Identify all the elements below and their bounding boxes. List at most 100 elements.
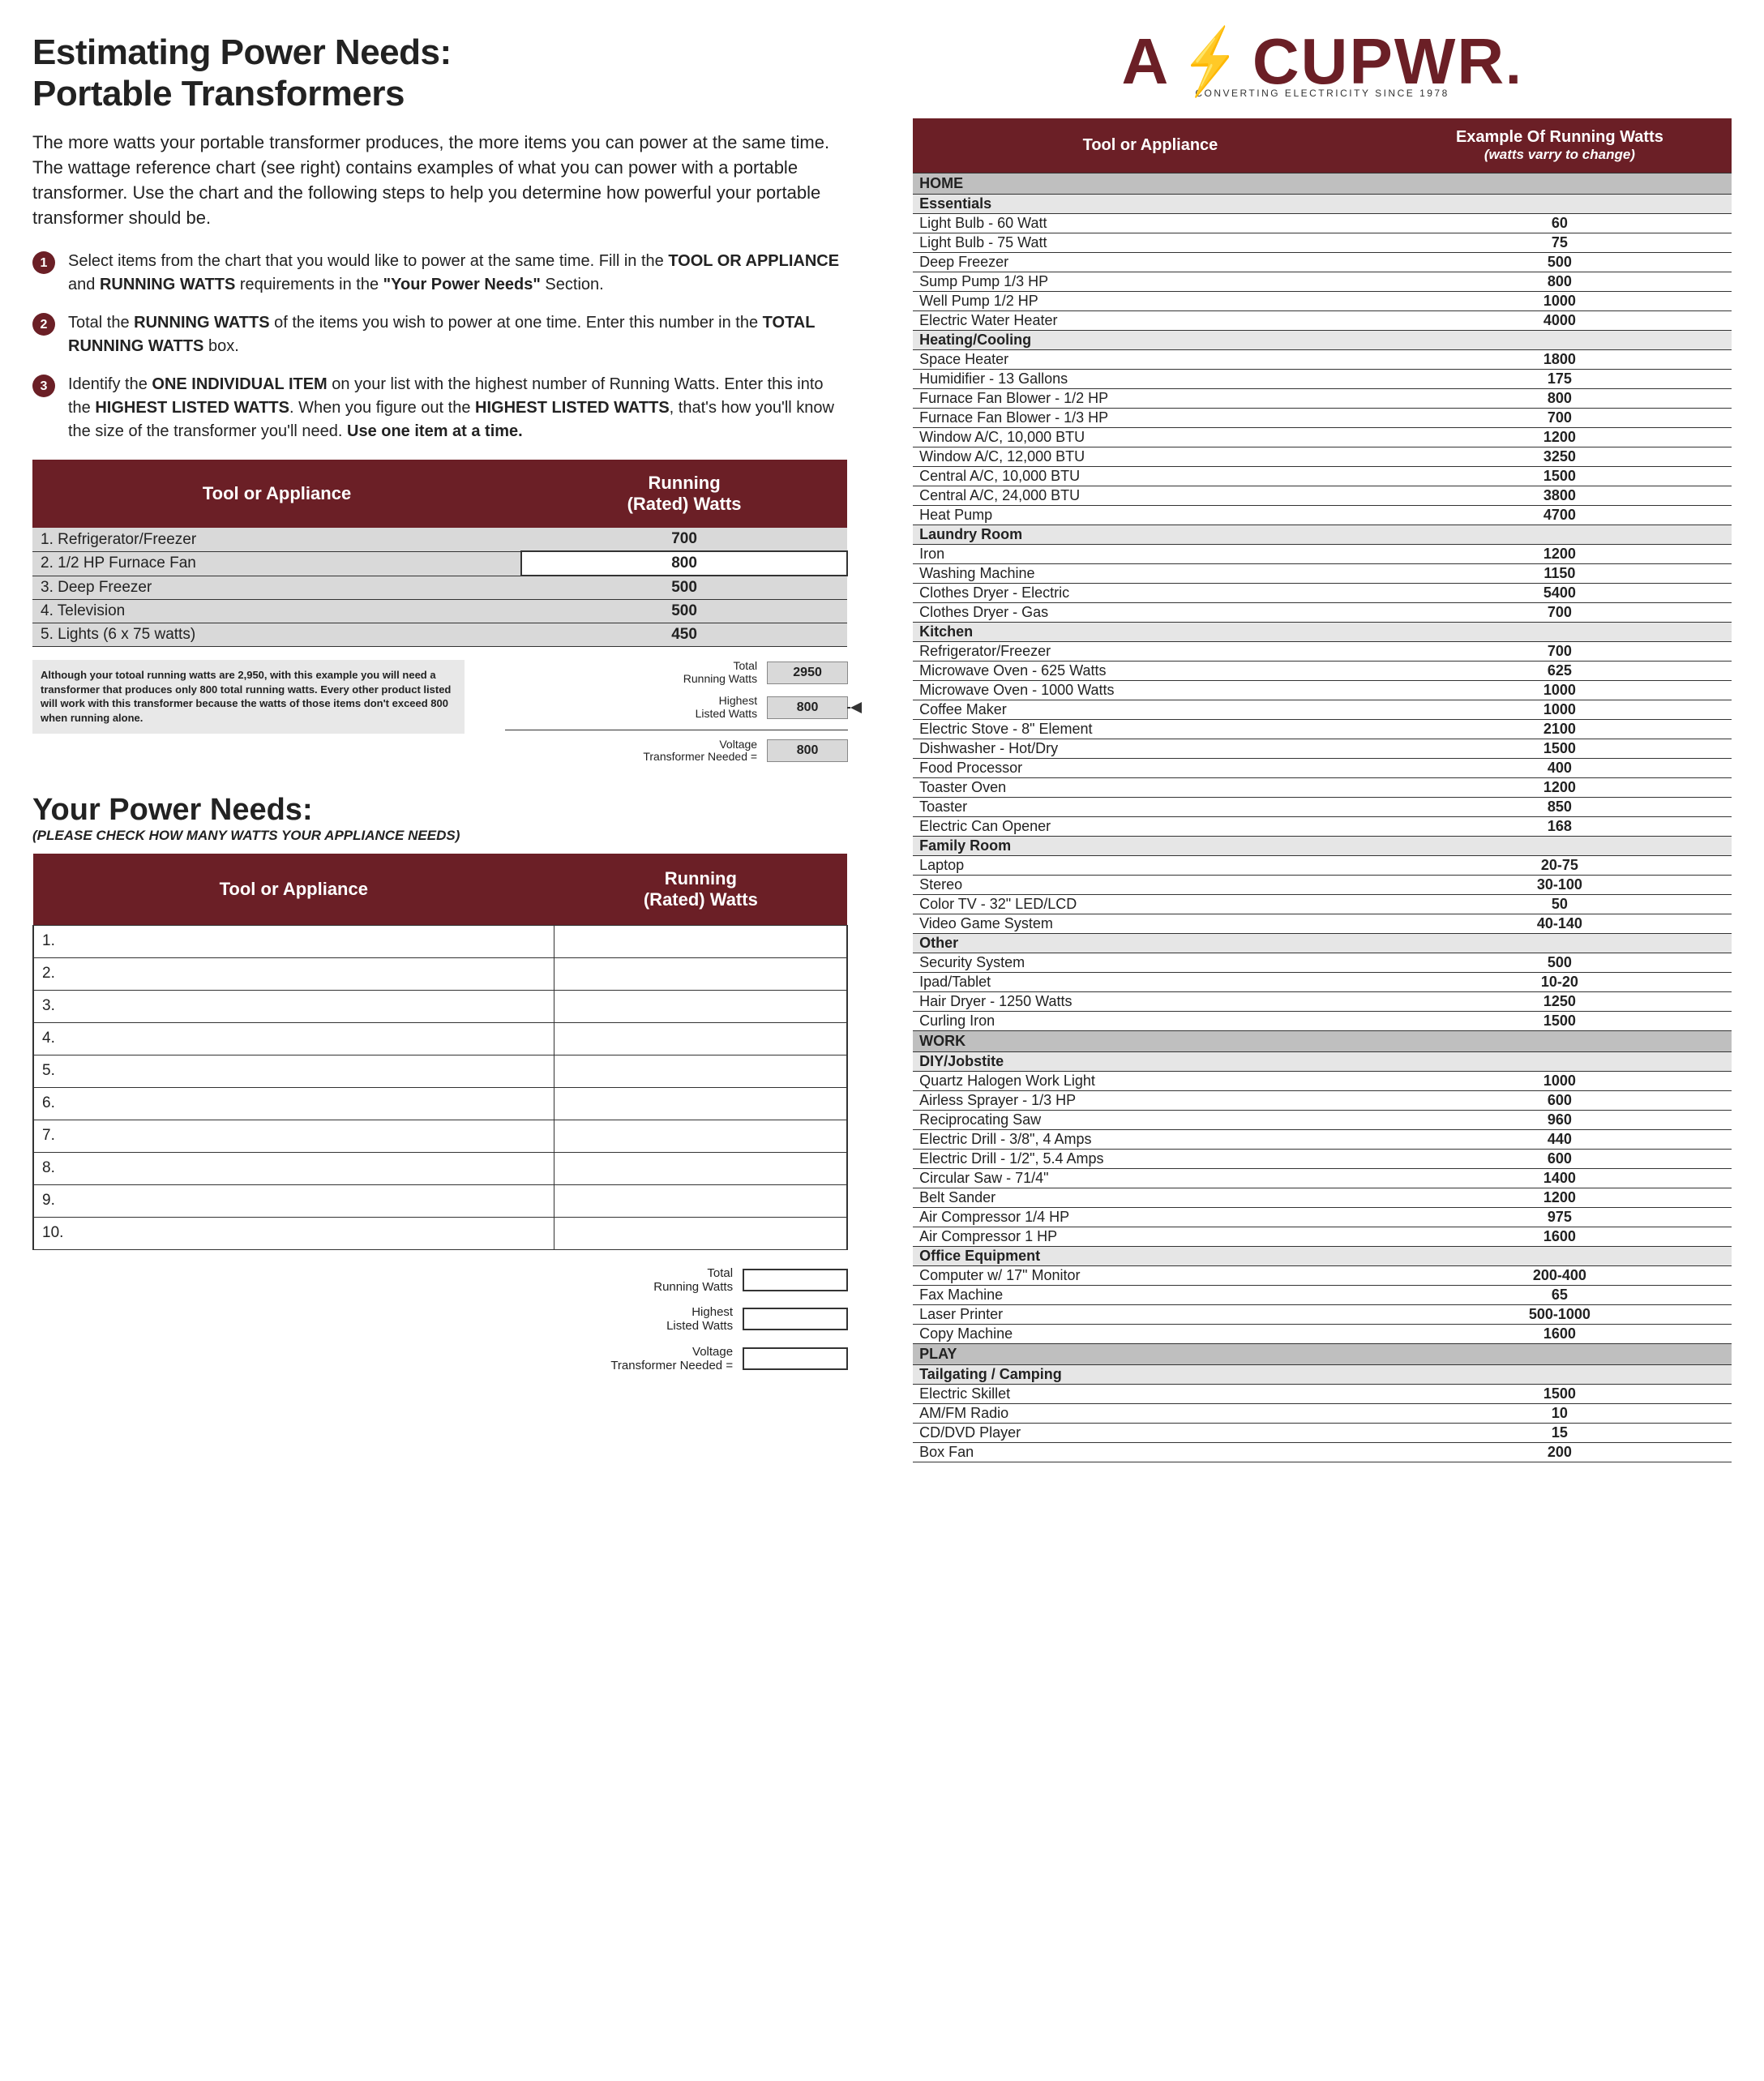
example-cell-label: 1. Refrigerator/Freezer bbox=[32, 528, 521, 551]
needs-row: 3. bbox=[33, 990, 847, 1022]
needs-totals-box[interactable] bbox=[743, 1269, 848, 1291]
subcategory-row: DIY/Jobstite bbox=[913, 1052, 1732, 1072]
data-cell-watts: 1000 bbox=[1388, 681, 1732, 700]
example-cell-label: 4. Television bbox=[32, 600, 521, 623]
step-item: 3Identify the ONE INDIVIDUAL ITEM on you… bbox=[32, 373, 848, 443]
needs-header-row: Tool or Appliance Running(Rated) Watts bbox=[33, 854, 847, 926]
data-row: Stereo30-100 bbox=[913, 876, 1732, 895]
data-cell-label: Stereo bbox=[913, 876, 1388, 895]
data-row: Curling Iron1500 bbox=[913, 1012, 1732, 1031]
example-cell-label: 5. Lights (6 x 75 watts) bbox=[32, 623, 521, 647]
needs-cell-label[interactable]: 3. bbox=[33, 990, 554, 1022]
data-cell-label: Quartz Halogen Work Light bbox=[913, 1072, 1388, 1091]
needs-cell-watts[interactable] bbox=[554, 957, 847, 990]
example-cell-watts: 500 bbox=[521, 576, 847, 600]
needs-cell-watts[interactable] bbox=[554, 925, 847, 957]
data-cell-watts: 10 bbox=[1388, 1404, 1732, 1424]
data-row: Electric Can Opener168 bbox=[913, 817, 1732, 837]
data-cell-watts: 1200 bbox=[1388, 1188, 1732, 1208]
needs-cell-watts[interactable] bbox=[554, 1055, 847, 1087]
data-cell-label: Window A/C, 10,000 BTU bbox=[913, 428, 1388, 447]
data-row: Fax Machine65 bbox=[913, 1286, 1732, 1305]
data-cell-watts: 20-75 bbox=[1388, 856, 1732, 876]
data-cell-label: Security System bbox=[913, 953, 1388, 973]
needs-cell-watts[interactable] bbox=[554, 1087, 847, 1120]
data-cell-watts: 440 bbox=[1388, 1130, 1732, 1150]
needs-table: Tool or Appliance Running(Rated) Watts 1… bbox=[32, 854, 848, 1250]
needs-cell-label[interactable]: 6. bbox=[33, 1087, 554, 1120]
data-cell-watts: 1250 bbox=[1388, 992, 1732, 1012]
totals-label: VoltageTransformer Needed = bbox=[643, 739, 757, 764]
needs-cell-watts[interactable] bbox=[554, 1217, 847, 1249]
data-cell-watts: 1600 bbox=[1388, 1227, 1732, 1247]
data-cell-watts: 1000 bbox=[1388, 1072, 1732, 1091]
needs-cell-watts[interactable] bbox=[554, 1152, 847, 1184]
data-cell-watts: 1500 bbox=[1388, 1385, 1732, 1404]
data-cell-watts: 1200 bbox=[1388, 545, 1732, 564]
data-cell-watts: 1200 bbox=[1388, 428, 1732, 447]
data-cell-label: Central A/C, 10,000 BTU bbox=[913, 467, 1388, 486]
needs-cell-label[interactable]: 10. bbox=[33, 1217, 554, 1249]
subcategory-cell: Family Room bbox=[913, 837, 1732, 856]
data-row: Quartz Halogen Work Light1000 bbox=[913, 1072, 1732, 1091]
data-cell-watts: 800 bbox=[1388, 272, 1732, 292]
subcategory-cell: Essentials bbox=[913, 195, 1732, 214]
step-item: 1Select items from the chart that you wo… bbox=[32, 250, 848, 297]
needs-row: 9. bbox=[33, 1184, 847, 1217]
data-row: Space Heater1800 bbox=[913, 350, 1732, 370]
data-cell-label: Light Bulb - 60 Watt bbox=[913, 214, 1388, 233]
data-cell-label: CD/DVD Player bbox=[913, 1424, 1388, 1443]
needs-row: 10. bbox=[33, 1217, 847, 1249]
data-cell-label: Electric Drill - 1/2", 5.4 Amps bbox=[913, 1150, 1388, 1169]
data-cell-label: Furnace Fan Blower - 1/2 HP bbox=[913, 389, 1388, 409]
example-header-row: Tool or Appliance Running(Rated) Watts bbox=[32, 460, 847, 528]
subcategory-row: Tailgating / Camping bbox=[913, 1365, 1732, 1385]
needs-cell-label[interactable]: 8. bbox=[33, 1152, 554, 1184]
totals-label: TotalRunning Watts bbox=[683, 660, 757, 685]
data-cell-label: Furnace Fan Blower - 1/3 HP bbox=[913, 409, 1388, 428]
data-row: AM/FM Radio10 bbox=[913, 1404, 1732, 1424]
category-cell: HOME bbox=[913, 173, 1732, 195]
needs-totals-box[interactable] bbox=[743, 1347, 848, 1370]
needs-cell-label[interactable]: 4. bbox=[33, 1022, 554, 1055]
data-cell-watts: 850 bbox=[1388, 798, 1732, 817]
data-cell-label: Belt Sander bbox=[913, 1188, 1388, 1208]
brand-tagline: CONVERTING ELECTRICITY SINCE 1978 bbox=[913, 88, 1732, 99]
needs-cell-watts[interactable] bbox=[554, 1022, 847, 1055]
needs-cell-watts[interactable] bbox=[554, 1120, 847, 1152]
data-cell-watts: 500 bbox=[1388, 253, 1732, 272]
data-cell-label: Light Bulb - 75 Watt bbox=[913, 233, 1388, 253]
subcategory-cell: Kitchen bbox=[913, 623, 1732, 642]
needs-cell-watts[interactable] bbox=[554, 1184, 847, 1217]
needs-cell-label[interactable]: 2. bbox=[33, 957, 554, 990]
example-cell-watts: 800 bbox=[521, 551, 847, 576]
your-needs-subtitle: (PLEASE CHECK HOW MANY WATTS YOUR APPLIA… bbox=[32, 828, 848, 844]
data-row: Security System500 bbox=[913, 953, 1732, 973]
example-row: 3. Deep Freezer500 bbox=[32, 576, 847, 600]
subcategory-row: Kitchen bbox=[913, 623, 1732, 642]
needs-totals-label: TotalRunning Watts bbox=[653, 1266, 733, 1295]
data-row: Well Pump 1/2 HP1000 bbox=[913, 292, 1732, 311]
needs-cell-label[interactable]: 1. bbox=[33, 925, 554, 957]
data-cell-watts: 30-100 bbox=[1388, 876, 1732, 895]
step-text: Select items from the chart that you wou… bbox=[68, 250, 848, 297]
data-cell-label: Toaster bbox=[913, 798, 1388, 817]
data-cell-watts: 1200 bbox=[1388, 778, 1732, 798]
needs-cell-label[interactable]: 7. bbox=[33, 1120, 554, 1152]
example-cell-watts: 700 bbox=[521, 528, 847, 551]
subcategory-row: Office Equipment bbox=[913, 1247, 1732, 1266]
needs-header-tool: Tool or Appliance bbox=[33, 854, 554, 926]
needs-totals-row: HighestListed Watts bbox=[32, 1305, 848, 1334]
data-row: Food Processor400 bbox=[913, 759, 1732, 778]
needs-totals-box[interactable] bbox=[743, 1308, 848, 1330]
needs-cell-label[interactable]: 5. bbox=[33, 1055, 554, 1087]
brand-logo: A⚡CUPWR. bbox=[1122, 32, 1523, 91]
data-row: Furnace Fan Blower - 1/2 HP800 bbox=[913, 389, 1732, 409]
needs-cell-label[interactable]: 9. bbox=[33, 1184, 554, 1217]
needs-totals-label: HighestListed Watts bbox=[666, 1305, 733, 1334]
needs-cell-watts[interactable] bbox=[554, 990, 847, 1022]
data-row: Electric Skillet1500 bbox=[913, 1385, 1732, 1404]
example-totals: TotalRunning Watts2950HighestListed Watt… bbox=[481, 660, 848, 773]
page: Estimating Power Needs:Portable Transfor… bbox=[32, 32, 1732, 1462]
needs-row: 2. bbox=[33, 957, 847, 990]
